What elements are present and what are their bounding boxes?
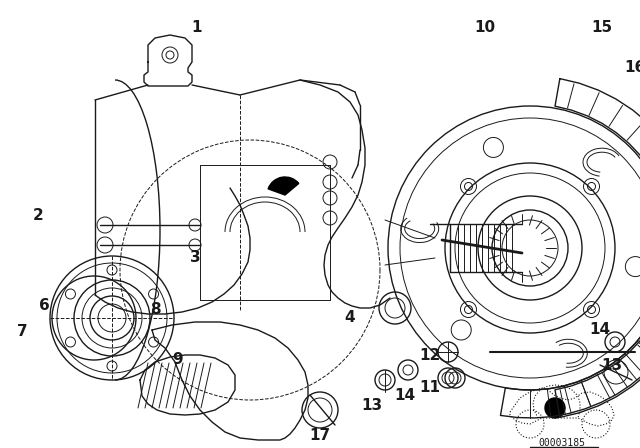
Text: 00003185: 00003185 xyxy=(538,438,586,448)
Text: 12: 12 xyxy=(419,348,440,362)
Text: 10: 10 xyxy=(474,21,495,35)
Text: 16: 16 xyxy=(625,60,640,76)
Text: 1: 1 xyxy=(192,21,202,35)
Text: 9: 9 xyxy=(173,353,183,367)
Text: 11: 11 xyxy=(419,380,440,396)
Text: 17: 17 xyxy=(309,427,331,443)
Text: 13: 13 xyxy=(602,358,623,372)
Text: 13: 13 xyxy=(362,397,383,413)
Text: 8: 8 xyxy=(150,302,160,318)
Circle shape xyxy=(545,398,565,418)
Text: 6: 6 xyxy=(38,297,49,313)
Text: 2: 2 xyxy=(33,207,44,223)
Wedge shape xyxy=(268,177,299,195)
Text: 3: 3 xyxy=(189,250,200,266)
Text: 15: 15 xyxy=(591,21,612,35)
Text: 7: 7 xyxy=(17,324,28,340)
Text: 14: 14 xyxy=(394,388,415,402)
Text: 4: 4 xyxy=(345,310,355,326)
Text: 14: 14 xyxy=(589,323,611,337)
